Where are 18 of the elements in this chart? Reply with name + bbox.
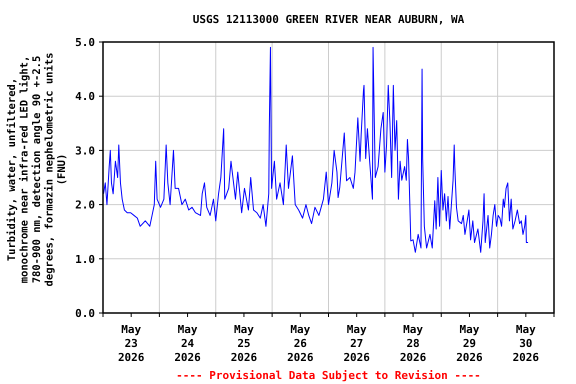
- y-tick-label: 5.0: [75, 36, 95, 49]
- line-series: [103, 46, 529, 253]
- chart-title: USGS 12113000 GREEN RIVER NEAR AUBURN, WA: [192, 13, 465, 26]
- x-tick-label: May 24 2026: [174, 323, 202, 364]
- x-tick-label: May 29 2026: [456, 323, 484, 364]
- y-axis-title: Turbidity, water, unfiltered, monochrome near infra-red LED light, 780-900 nm, detection angle 90 +-2.5 degrees, formazin nephelometric units (FNU): [6, 52, 68, 286]
- y-tick-label: 1.0: [75, 252, 95, 266]
- x-tick-label: May 26 2026: [287, 323, 314, 364]
- y-tick-label: 4.0: [75, 90, 95, 104]
- x-tick-label: May 27 2026: [343, 323, 370, 364]
- y-tick-label: 2.0: [75, 198, 95, 212]
- y-tick-label: 0.0: [75, 307, 95, 320]
- x-tick-label: May 25 2026: [230, 323, 258, 364]
- x-tick-label: May 30 2026: [512, 323, 540, 364]
- x-tick-label: May 23 2026: [118, 323, 145, 364]
- y-tick-label: 3.0: [75, 144, 95, 158]
- text: ---- Provisional Data Subject to Revision ----: [176, 369, 481, 382]
- x-tick-label: May 28 2026: [400, 323, 427, 364]
